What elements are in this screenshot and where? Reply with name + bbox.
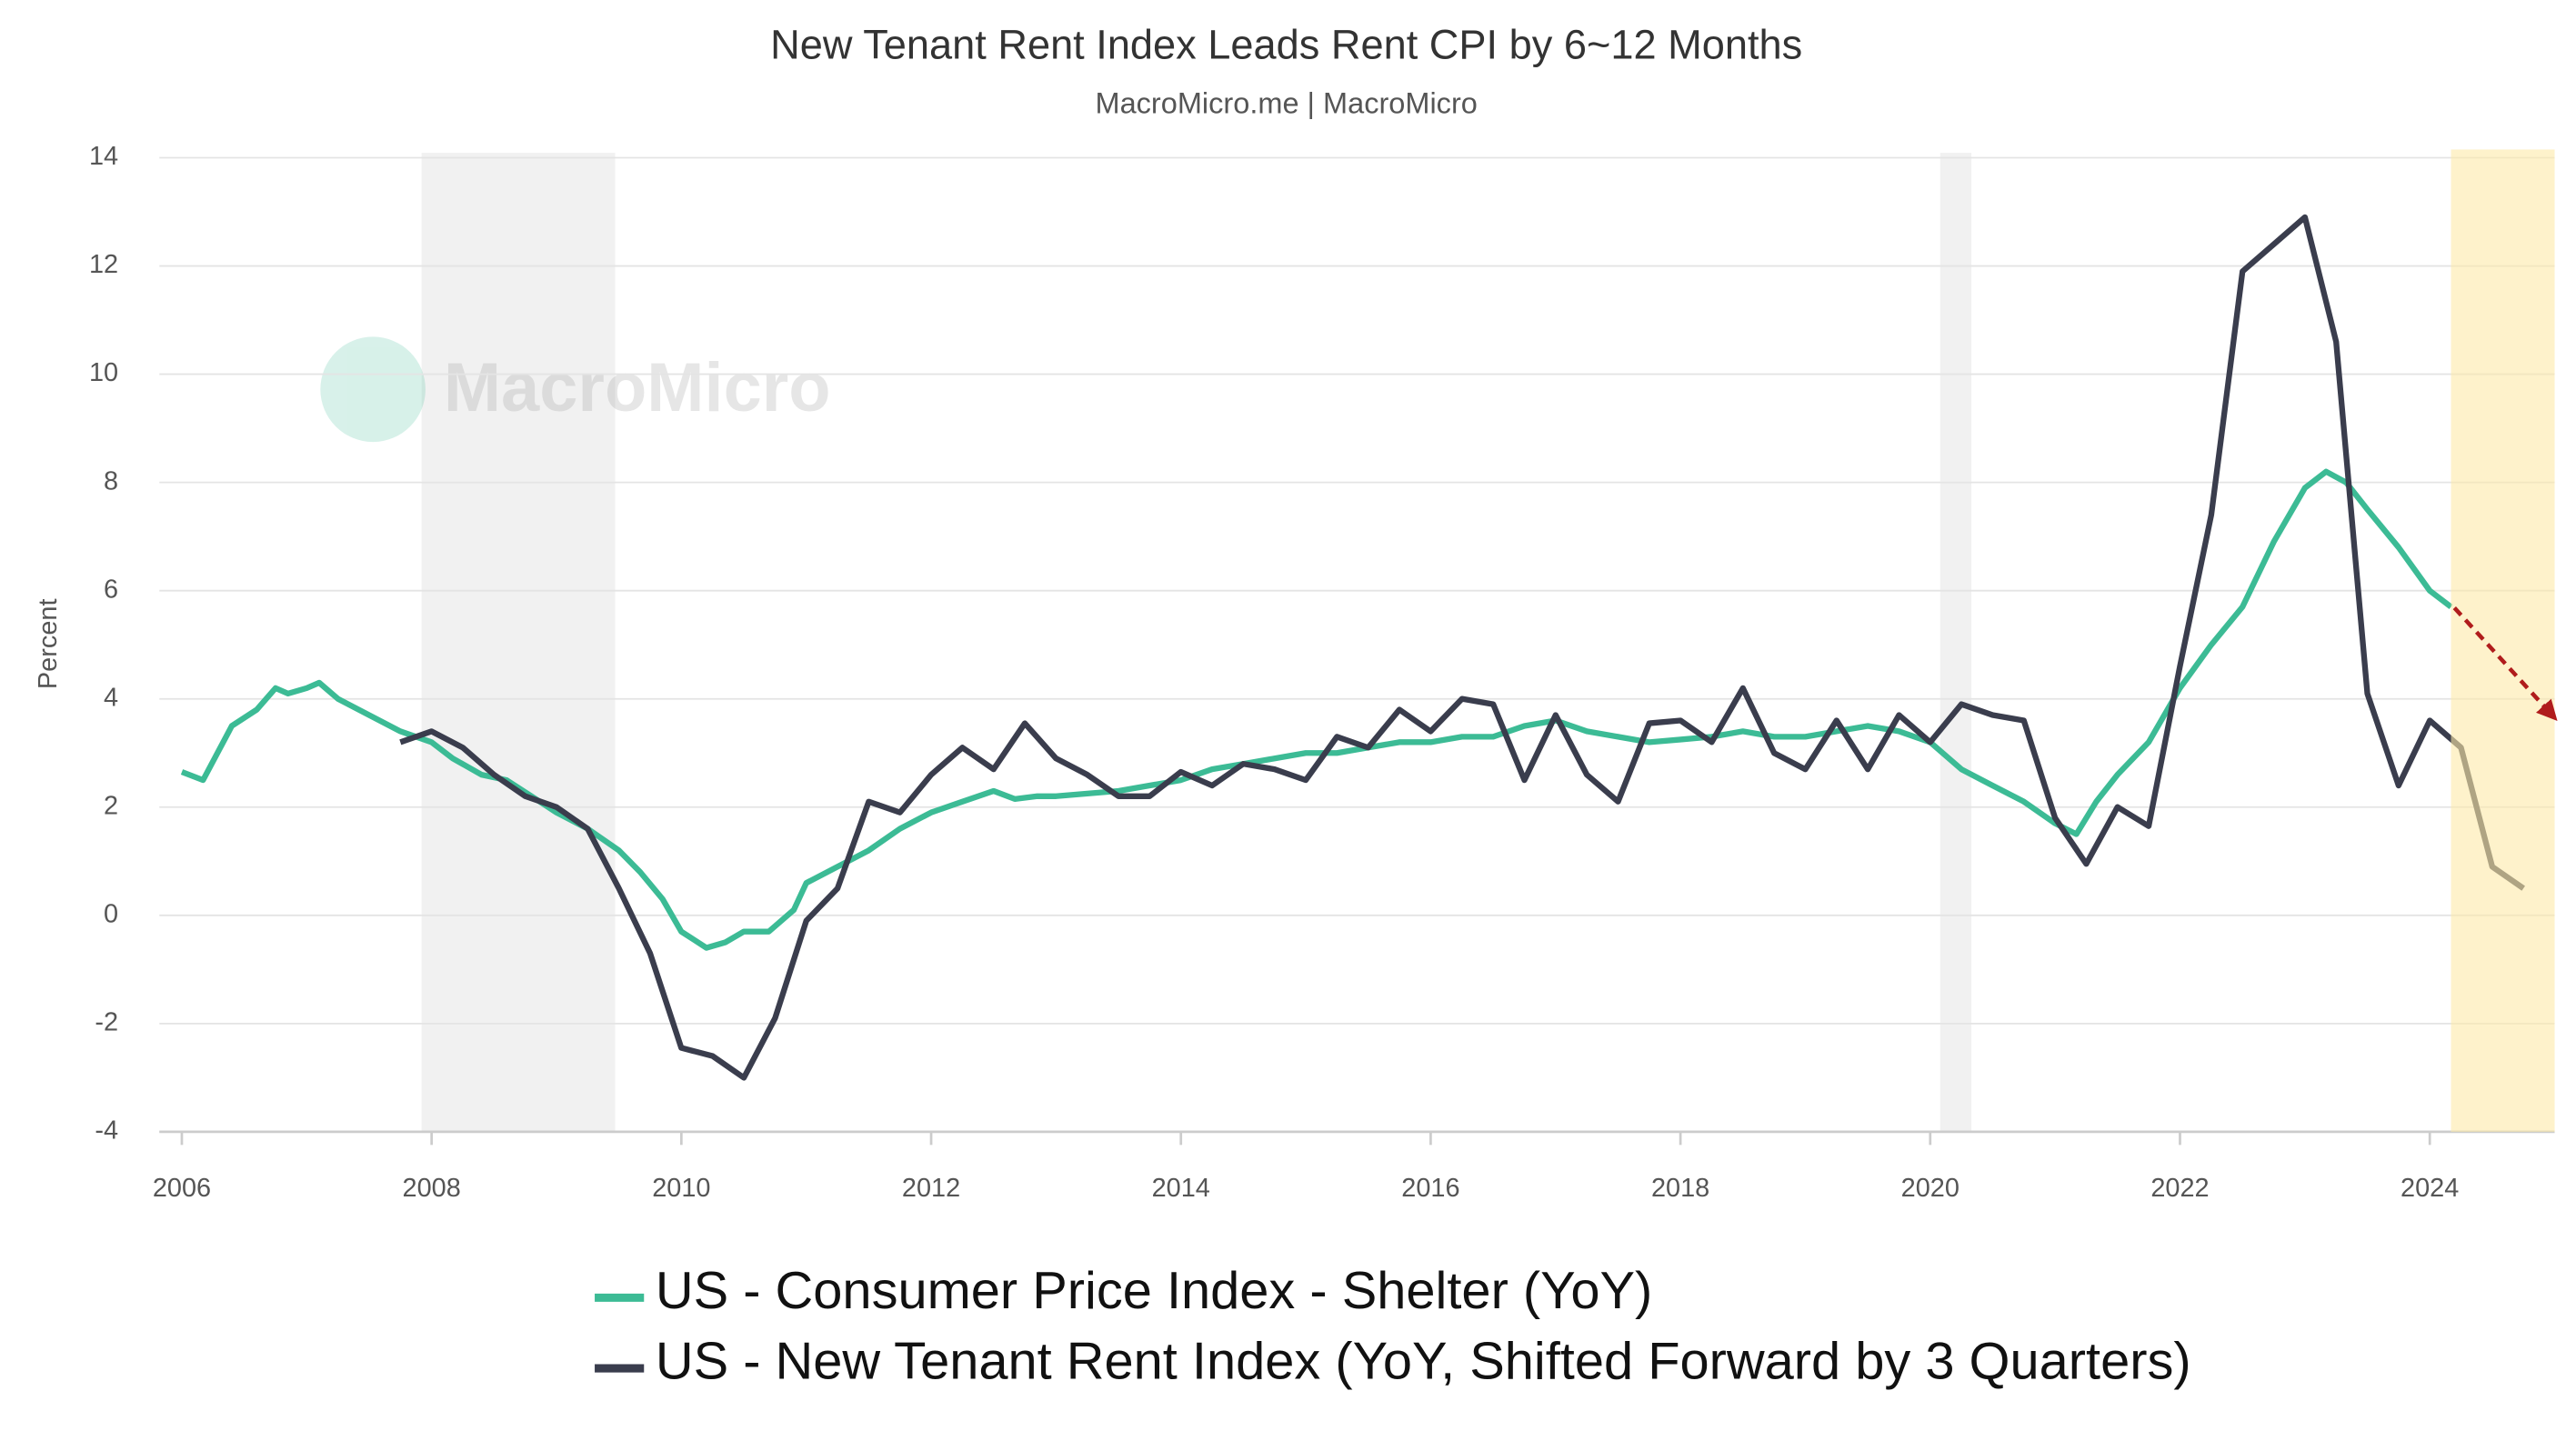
x-tick-label: 2010: [652, 1174, 710, 1203]
y-axis-label: Percent: [34, 599, 63, 690]
legend-label: US - Consumer Price Index - Shelter (YoY…: [656, 1262, 1652, 1320]
y-tick-label: 8: [104, 466, 118, 495]
chart-title: New Tenant Rent Index Leads Rent CPI by …: [770, 21, 1802, 67]
x-tick-label: 2022: [2150, 1174, 2209, 1203]
y-tick-label: 6: [104, 575, 118, 604]
y-tick-label: -4: [95, 1116, 118, 1146]
series-line: [399, 214, 2525, 1081]
chart-subtitle: MacroMicro.me | MacroMicro: [1096, 86, 1478, 119]
x-tick-label: 2020: [1901, 1174, 1960, 1203]
forecast-arrow: [2452, 606, 2558, 721]
watermark: MacroMicro: [320, 336, 831, 443]
x-tick-label: 2016: [1401, 1174, 1459, 1203]
forecast-band: [2451, 149, 2555, 1132]
x-tick-label: 2024: [2401, 1174, 2459, 1203]
x-tick-label: 2008: [403, 1174, 461, 1203]
y-tick-label: 14: [89, 142, 118, 171]
recession-band: [421, 153, 616, 1132]
x-tick-label: 2014: [1152, 1174, 1210, 1203]
watermark-text: MacroMicro: [444, 349, 831, 426]
y-tick-label: -2: [95, 1007, 118, 1036]
y-tick-label: 4: [104, 683, 118, 712]
recession-band: [1940, 153, 1972, 1132]
y-tick-label: 0: [104, 899, 118, 928]
legend-label: US - New Tenant Rent Index (YoY, Shifted…: [656, 1333, 2191, 1391]
x-tick-label: 2006: [153, 1174, 211, 1203]
y-tick-label: 10: [89, 358, 118, 387]
x-tick-label: 2012: [902, 1174, 960, 1203]
watermark-logo: [320, 336, 426, 443]
y-tick-label: 2: [104, 791, 118, 820]
x-tick-label: 2018: [1651, 1174, 1709, 1203]
y-tick-label: 12: [89, 250, 118, 279]
